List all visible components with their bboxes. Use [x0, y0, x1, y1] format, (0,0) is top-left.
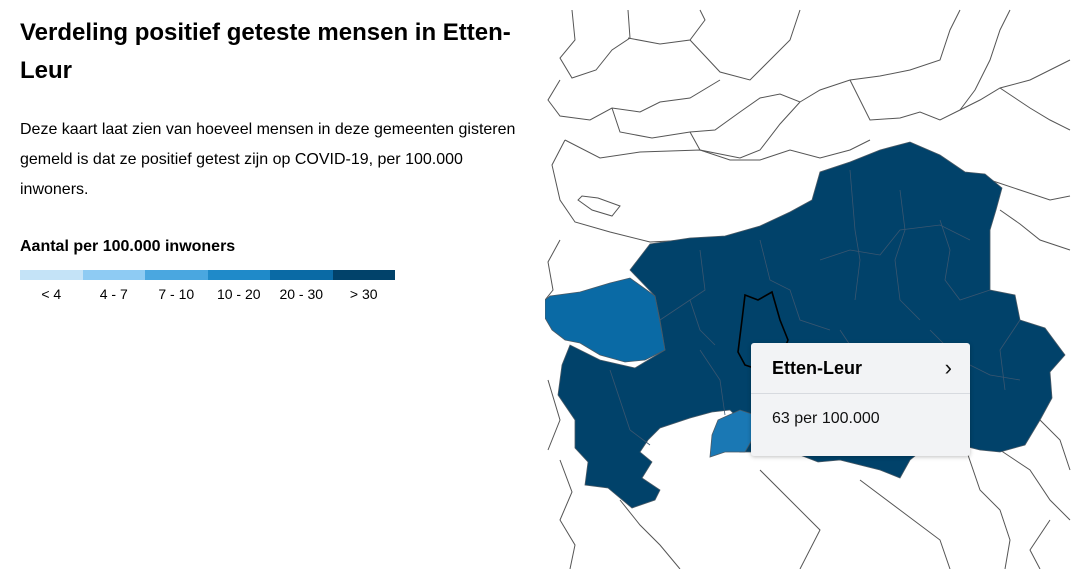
legend-swatch [82, 270, 145, 280]
legend-swatch [145, 270, 208, 280]
map-svg[interactable] [545, 0, 1089, 569]
tooltip-header-link[interactable]: Etten-Leur › [751, 343, 970, 394]
choropleth-map[interactable] [545, 0, 1089, 569]
legend-label: > 30 [349, 286, 378, 302]
region-medium-south [709, 409, 761, 458]
legend-swatch [270, 270, 333, 280]
legend-swatch [332, 270, 395, 280]
info-panel: Verdeling positief geteste mensen in Ett… [20, 14, 545, 302]
legend-label: < 4 [41, 286, 62, 302]
legend-swatch [20, 270, 83, 280]
tooltip-value: 63 per 100.000 [772, 410, 880, 427]
legend-swatch [207, 270, 270, 280]
legend-title: Aantal per 100.000 inwoners [20, 238, 236, 255]
region-medium-west [545, 277, 666, 363]
neighbouring-municipalities [545, 9, 1071, 569]
chevron-right-icon[interactable]: › [944, 355, 952, 380]
legend-label: 4 - 7 [99, 286, 128, 302]
legend-label: 10 - 20 [216, 286, 261, 302]
region-tooltip[interactable]: Etten-Leur › 63 per 100.000 [751, 343, 970, 456]
tooltip-region-name: Etten-Leur [772, 357, 862, 378]
legend-bar [20, 270, 395, 280]
legend-label: 7 - 10 [158, 286, 195, 302]
page-title: Verdeling positief geteste mensen in Ett… [20, 19, 511, 84]
internal-borders [609, 169, 1021, 446]
intro-text: Deze kaart laat zien van hoeveel mensen … [20, 121, 516, 198]
legend-labels: < 4 4 - 7 7 - 10 10 - 20 20 - 30 > 30 [20, 286, 395, 302]
legend-label: 20 - 30 [279, 286, 324, 302]
